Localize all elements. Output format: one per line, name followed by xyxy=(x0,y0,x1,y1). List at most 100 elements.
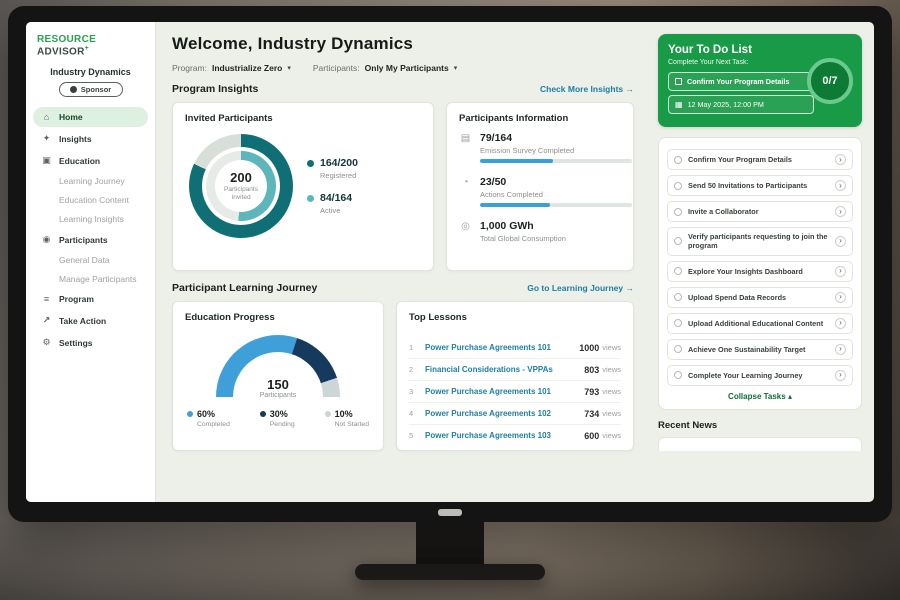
location-icon: ◎ xyxy=(461,221,470,232)
legend-dot xyxy=(307,159,314,167)
chevron-right-icon: › xyxy=(835,317,846,329)
card-title: Invited Participants xyxy=(185,113,273,124)
checkbox-icon[interactable] xyxy=(675,78,682,85)
sidebar-item-education-content[interactable]: Education Content xyxy=(59,195,129,206)
sidebar-item-participants[interactable]: ◉ Participants xyxy=(33,229,148,250)
todo-card: Your To Do List Complete Your Next Task:… xyxy=(658,34,862,127)
collapse-tasks-link[interactable]: Collapse Tasks ▴ xyxy=(728,391,792,401)
sidebar-item-take-action[interactable]: ↗ Take Action xyxy=(33,310,148,331)
page-title: Welcome, Industry Dynamics xyxy=(172,34,414,53)
task-checkbox[interactable] xyxy=(674,181,682,190)
sidebar-item-insights[interactable]: ✦ Insights xyxy=(33,128,148,149)
legend-dot xyxy=(307,194,314,202)
chevron-right-icon: › xyxy=(835,343,846,355)
task-checkbox[interactable] xyxy=(674,371,682,380)
task-item[interactable]: Verify participants requesting to join t… xyxy=(667,227,853,256)
sidebar-item-program[interactable]: ≡ Program xyxy=(33,289,148,309)
sponsor-badge[interactable]: Sponsor xyxy=(58,82,123,98)
task-checkbox[interactable] xyxy=(674,237,682,246)
top-lessons-card: Top Lessons 1 Power Purchase Agreements … xyxy=(396,301,634,451)
chevron-right-icon: › xyxy=(835,154,846,165)
check-more-insights-link[interactable]: Check More Insights → xyxy=(540,84,634,94)
invited-donut-ring-inner xyxy=(206,151,276,221)
legend-dot xyxy=(259,411,266,417)
participants-icon: ◉ xyxy=(42,234,51,245)
monitor-stand-neck xyxy=(416,518,484,568)
task-item[interactable]: Invite a Collaborator › xyxy=(667,201,853,222)
gauge-legend: 60% Completed 30% Pending xyxy=(185,403,371,428)
task-checkbox[interactable] xyxy=(674,293,682,302)
progress-bar xyxy=(480,203,632,207)
chevron-right-icon: › xyxy=(835,291,846,303)
legend-item-not-started: 10% Not Started xyxy=(324,409,369,428)
sidebar-item-label: Education xyxy=(59,155,101,166)
task-checkbox[interactable] xyxy=(674,267,682,276)
program-filter[interactable]: Program: Industrialize Zero ▾ xyxy=(172,63,291,73)
sponsor-badge-label: Sponsor xyxy=(80,85,112,95)
metric-row-emission-survey: ▤ 79/164 Emission Survey Completed xyxy=(459,132,632,163)
task-item[interactable]: Achieve One Sustainability Target › xyxy=(667,338,853,360)
sidebar-item-home[interactable]: ⌂ Home xyxy=(33,107,148,128)
participants-filter[interactable]: Participants: Only My Participants ▾ xyxy=(313,63,457,73)
sidebar-item-label: Program xyxy=(59,294,94,305)
take-action-icon: ↗ xyxy=(42,315,51,326)
filters-row: Program: Industrialize Zero ▾ Participan… xyxy=(172,63,634,73)
home-icon: ⌂ xyxy=(43,112,50,123)
sponsor-icon xyxy=(69,86,77,94)
task-checkbox[interactable] xyxy=(674,207,682,216)
chevron-right-icon: › xyxy=(835,180,846,191)
program-icon: ≡ xyxy=(43,294,50,305)
task-item[interactable]: Upload Additional Educational Content › xyxy=(667,312,853,334)
chevron-down-icon: ▾ xyxy=(287,65,291,72)
card-title: Top Lessons xyxy=(409,312,467,323)
invited-participants-donut: 200 Participants Invited xyxy=(189,134,293,238)
sidebar-item-label: Settings xyxy=(59,337,93,348)
sidebar-item-settings[interactable]: ⚙ Settings xyxy=(33,332,148,353)
card-title: Education Progress xyxy=(185,312,275,323)
legend-item-completed: 60% Completed xyxy=(187,409,230,428)
sidebar-item-learning-journey[interactable]: Learning Journey xyxy=(59,176,125,187)
task-checkbox[interactable] xyxy=(674,155,682,164)
task-checkbox[interactable] xyxy=(674,345,682,354)
lesson-link[interactable]: Power Purchase Agreements 102 xyxy=(425,409,551,418)
participants-information-card: Participants Information ▤ 79/164 Emissi… xyxy=(446,102,634,271)
sidebar-item-general-data[interactable]: General Data xyxy=(59,255,110,266)
lesson-row: 4 Power Purchase Agreements 102 734 view… xyxy=(409,403,621,425)
task-checkbox[interactable] xyxy=(674,319,682,328)
legend-item-registered: 164/200 Registered xyxy=(307,157,358,180)
sidebar-item-manage-participants[interactable]: Manage Participants xyxy=(59,274,137,285)
sidebar-item-label: Take Action xyxy=(59,315,107,326)
go-to-learning-journey-link[interactable]: Go to Learning Journey → xyxy=(527,283,634,293)
task-item[interactable]: Confirm Your Program Details › xyxy=(667,149,853,170)
legend-dot xyxy=(324,411,331,417)
lesson-link[interactable]: Power Purchase Agreements 101 xyxy=(425,343,551,352)
donut-legend: 164/200 Registered 84/164 Active xyxy=(307,157,358,215)
chevron-down-icon: ▾ xyxy=(453,65,458,72)
lesson-link[interactable]: Power Purchase Agreements 103 xyxy=(425,431,551,440)
section-title: Program Insights xyxy=(172,83,259,95)
lesson-link[interactable]: Financial Considerations - VPPAs xyxy=(425,365,553,374)
chevron-up-icon: ▴ xyxy=(787,391,792,401)
survey-icon: ▤ xyxy=(460,133,471,144)
todo-subtitle: Complete Your Next Task: xyxy=(668,59,749,66)
invited-participants-card: Invited Participants 200 Participants In… xyxy=(172,102,434,271)
sidebar-item-education[interactable]: ▣ Education xyxy=(33,150,148,171)
task-item[interactable]: Send 50 Invitations to Participants › xyxy=(667,175,853,196)
resource-advisor-logo: RESOURCE ADVISOR+ xyxy=(33,32,148,65)
metric-row-consumption: ◎ 1,000 GWh Total Global Consumption xyxy=(459,220,621,247)
sidebar-item-learning-insights[interactable]: Learning Insights xyxy=(59,214,124,225)
task-item[interactable]: Explore Your Insights Dashboard › xyxy=(667,260,853,282)
todo-next-task[interactable]: Confirm Your Program Details xyxy=(668,72,814,91)
sidebar-item-label: Participants xyxy=(59,234,108,245)
task-item[interactable]: Upload Spend Data Records › xyxy=(667,286,853,308)
learning-cards-row: Education Progress 150 Participants 60% xyxy=(172,301,634,451)
lesson-link[interactable]: Power Purchase Agreements 101 xyxy=(425,387,551,396)
todo-panel: Your To Do List Complete Your Next Task:… xyxy=(648,22,874,502)
legend-dot xyxy=(187,411,193,417)
todo-due-date: ▦ 12 May 2025, 12:00 PM xyxy=(668,95,814,114)
task-item[interactable]: Complete Your Learning Journey › xyxy=(667,364,853,386)
recent-news-card xyxy=(658,436,862,451)
tasks-list-card: Confirm Your Program Details › Send 50 I… xyxy=(658,137,862,410)
actions-icon: ◔ xyxy=(462,177,469,188)
insights-icon: ✦ xyxy=(42,133,51,144)
